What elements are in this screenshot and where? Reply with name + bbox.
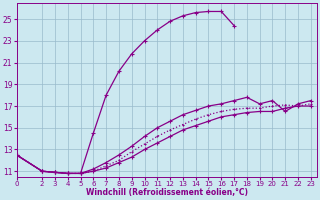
X-axis label: Windchill (Refroidissement éolien,°C): Windchill (Refroidissement éolien,°C)	[86, 188, 248, 197]
